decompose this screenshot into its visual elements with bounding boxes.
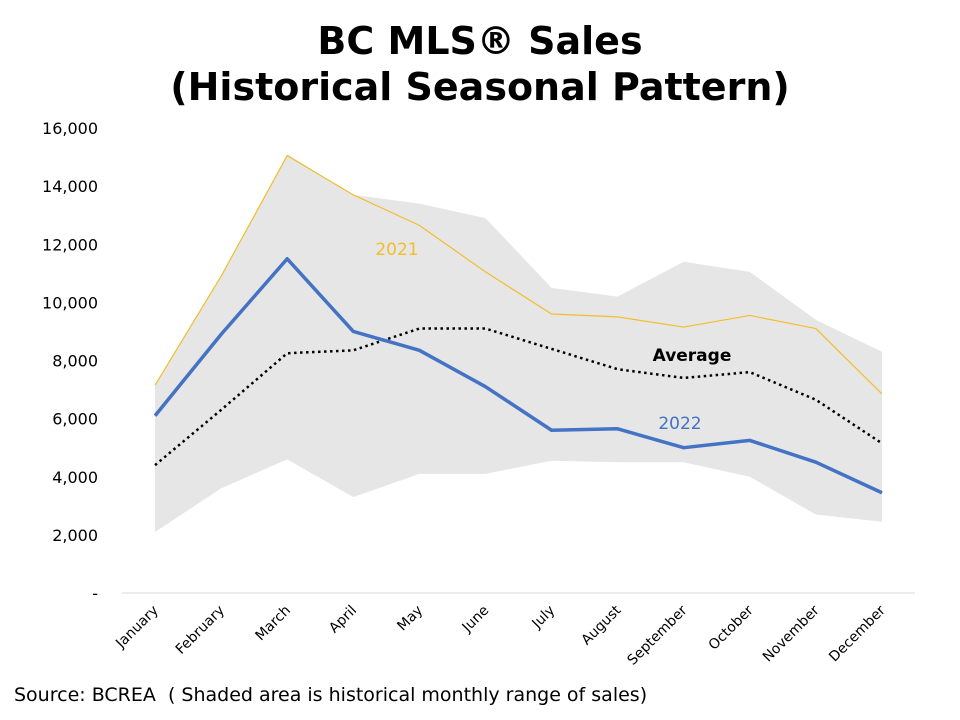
label-layer: 2021 Average 2022 bbox=[375, 240, 731, 434]
historical-range-band bbox=[155, 154, 882, 532]
y-tick-label: 14,000 bbox=[42, 177, 98, 196]
series-layer bbox=[153, 155, 883, 495]
y-tick-label: - bbox=[92, 584, 98, 603]
x-tick-label: February bbox=[173, 603, 228, 658]
series-line-2022 bbox=[153, 257, 883, 495]
x-tick-label: November bbox=[760, 602, 823, 665]
x-tick-label: May bbox=[394, 603, 426, 635]
x-tick-label: August bbox=[578, 602, 624, 648]
y-tick-label: 10,000 bbox=[42, 293, 98, 312]
series-annotation-label: Average bbox=[653, 346, 732, 366]
x-tick-label: March bbox=[253, 603, 294, 644]
x-tick-label: June bbox=[459, 603, 493, 637]
chart-title: BC MLS® Sales (Historical Seasonal Patte… bbox=[0, 18, 960, 110]
series-annotation-label: 2021 bbox=[375, 240, 418, 260]
chart-title-line-2: (Historical Seasonal Pattern) bbox=[170, 65, 790, 109]
x-tick-label: December bbox=[826, 602, 889, 665]
x-tick-label: September bbox=[624, 602, 690, 668]
y-tick-label: 2,000 bbox=[52, 526, 98, 545]
y-tick-label: 8,000 bbox=[52, 352, 98, 371]
x-tick-label: April bbox=[326, 603, 360, 637]
source-note: Source: BCREA ( Shaded area is historica… bbox=[14, 684, 648, 706]
x-tick-label: July bbox=[529, 603, 559, 633]
y-tick-label: 6,000 bbox=[52, 410, 98, 429]
y-tick-label: 12,000 bbox=[42, 235, 98, 254]
y-tick-label: 16,000 bbox=[42, 119, 98, 138]
series-annotation-label: 2022 bbox=[658, 414, 701, 434]
range-band-layer bbox=[155, 154, 882, 532]
y-tick-label: 4,000 bbox=[52, 468, 98, 487]
series-line-2021 bbox=[154, 155, 883, 395]
chart-title-line-1: BC MLS® Sales bbox=[317, 19, 643, 63]
x-tick-label: January bbox=[112, 603, 162, 653]
series-line-average bbox=[154, 327, 883, 467]
x-tick-label: October bbox=[706, 602, 757, 653]
